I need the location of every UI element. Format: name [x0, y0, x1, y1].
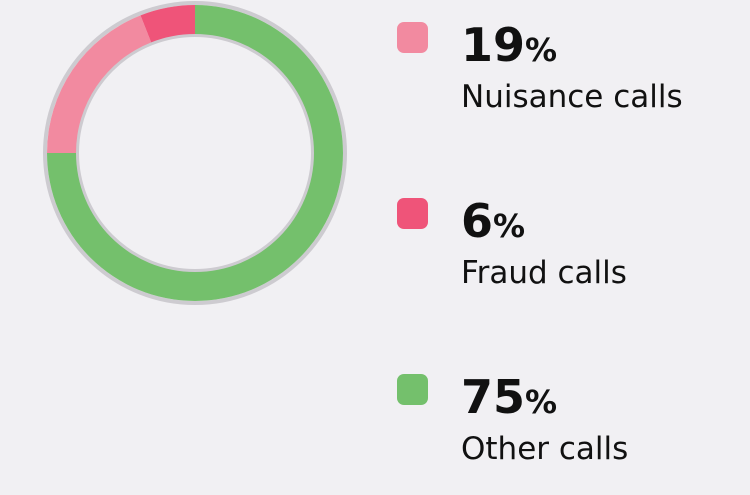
value-number: 6 [461, 194, 493, 248]
value-suffix: % [493, 207, 525, 245]
value-suffix: % [525, 31, 557, 69]
value-number: 19 [461, 18, 525, 72]
donut-inner-outline [75, 33, 315, 273]
legend-swatch [397, 22, 428, 53]
value-number: 75 [461, 370, 525, 424]
donut-slice [140, 5, 195, 43]
legend-swatch [397, 198, 428, 229]
legend-swatch [397, 374, 428, 405]
donut-outline [43, 1, 347, 305]
value-label: 19% [461, 18, 557, 72]
value-label: 6% [461, 194, 525, 248]
legend-label: Nuisance calls [461, 79, 683, 115]
donut-slice [47, 15, 152, 153]
value-suffix: % [525, 383, 557, 421]
legend-label: Fraud calls [461, 255, 627, 291]
value-label: 75% [461, 370, 557, 424]
legend-label: Other calls [461, 431, 628, 467]
